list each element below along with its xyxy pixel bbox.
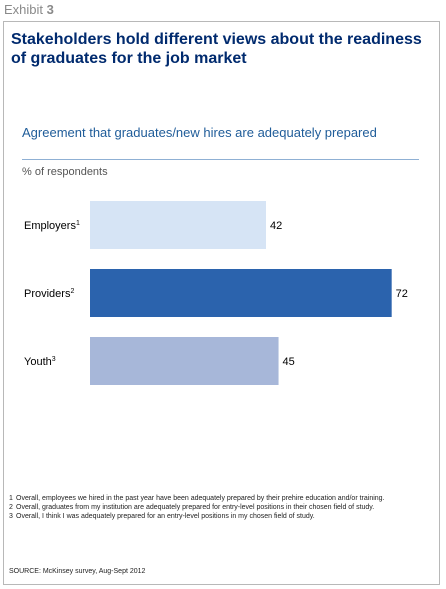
- bar-youth: [90, 337, 279, 385]
- category-note-youth: 3: [52, 356, 56, 363]
- value-label-youth: 45: [283, 356, 295, 368]
- exhibit-word: Exhibit: [4, 2, 44, 17]
- exhibit-label: Exhibit 3: [4, 2, 54, 17]
- source-note: SOURCE: McKinsey survey, Aug-Sept 2012: [9, 568, 146, 575]
- bar-providers: [90, 269, 392, 317]
- footnote-2: 2 Overall, graduates from my institution …: [9, 504, 375, 511]
- exhibit-frame: [3, 21, 440, 585]
- category-label-employers: Employers1: [24, 220, 80, 232]
- chart-title: Agreement that graduates/new hires are a…: [22, 125, 377, 140]
- headline: Stakeholders hold different views about …: [11, 31, 422, 67]
- value-label-employers: 42: [270, 220, 282, 232]
- footnote-1: 1 Overall, employees we hired in the past…: [9, 495, 385, 502]
- title-divider: [22, 159, 419, 160]
- category-note-providers: 2: [70, 288, 74, 295]
- value-label-providers: 72: [396, 288, 408, 300]
- bar-chart: Employers1 42 Providers2 72 Youth3 45: [24, 201, 408, 385]
- bar-employers: [90, 201, 266, 249]
- exhibit-number: 3: [46, 2, 54, 17]
- footnote-3: 3 Overall, I think I was adequately prepa…: [9, 513, 315, 520]
- footnotes: 1 Overall, employees we hired in the past…: [9, 494, 429, 521]
- category-label-providers: Providers2: [24, 288, 74, 300]
- category-note-employers: 1: [76, 220, 80, 227]
- unit-label: % of respondents: [22, 166, 108, 178]
- category-label-youth: Youth3: [24, 356, 56, 368]
